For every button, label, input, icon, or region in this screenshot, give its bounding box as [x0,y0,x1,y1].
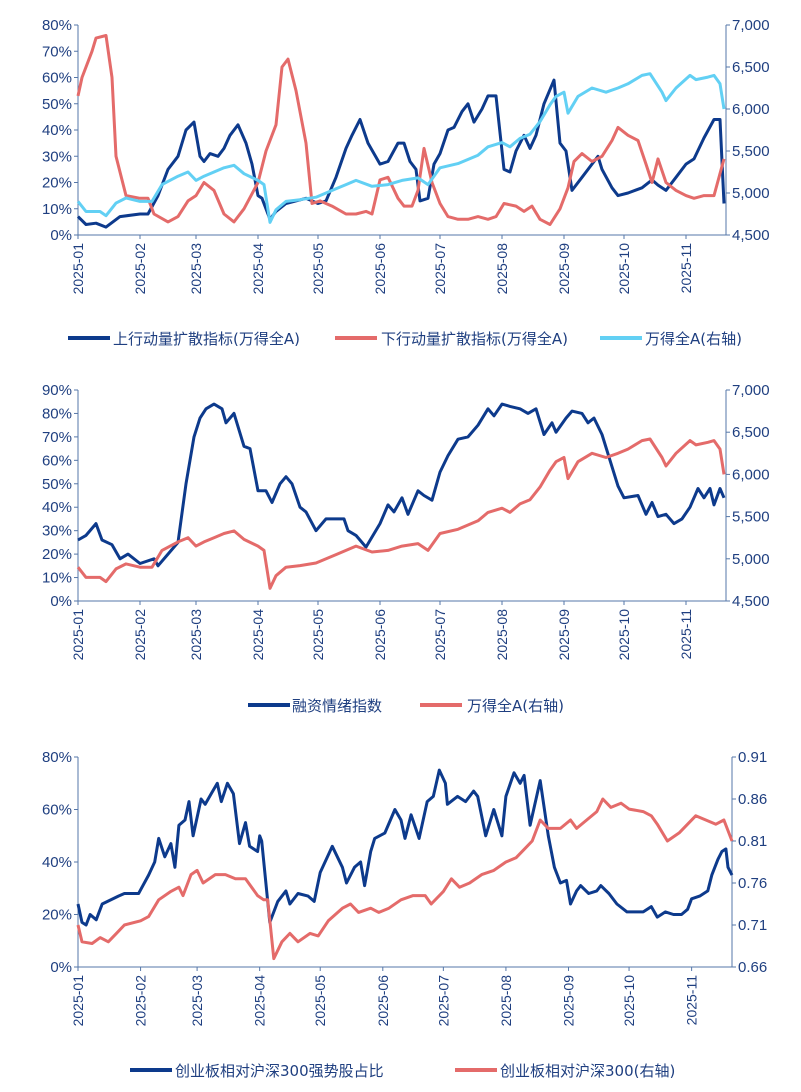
x-tick-label: 2025-05 [310,609,326,661]
x-tick-label: 2025-02 [132,609,148,661]
series-line-2 [76,437,726,590]
x-tick-label: 2025-03 [189,975,205,1027]
series-line-1 [76,78,726,229]
right-tick-label: 4,500 [732,227,770,244]
x-tick-label: 2025-08 [494,243,510,295]
left-tick-label: 0% [50,227,72,244]
right-tick-label: 5,000 [732,551,770,568]
x-tick-label: 2025-06 [375,975,391,1027]
x-tick-label: 2025-11 [678,609,694,660]
series-line-2 [76,797,734,961]
legend-label: 万得全A(右轴) [645,330,742,348]
x-tick-label: 2025-04 [252,975,268,1027]
left-tick-label: 70% [42,43,72,60]
x-tick-label: 2025-10 [616,609,632,661]
left-tick-label: 80% [42,17,72,34]
left-tick-label: 10% [42,201,72,218]
legend-label: 创业板相对沪深300强势股占比 [175,1062,384,1080]
right-tick-label: 0.86 [738,791,767,808]
chart-3: 0% 20% 40% 60% 80% 0.66 0.71 0.76 0.81 0.86 0.91 20… [42,749,767,1080]
right-tick-label: 6,500 [732,59,770,76]
x-tick-label: 2025-09 [561,975,577,1027]
left-tick-label: 60% [42,802,72,819]
right-tick-label: 5,000 [732,185,770,202]
x-tick-label: 2025-05 [312,975,328,1027]
series-line-1 [76,768,734,927]
x-tick-label: 2025-07 [435,975,451,1027]
x-tick-label: 2025-02 [132,243,148,295]
left-tick-label: 90% [42,382,72,399]
legend-label: 万得全A(右轴) [467,697,564,715]
x-tick-label: 2025-04 [250,243,266,295]
series-line-1 [77,402,726,568]
x-tick-label: 2025-03 [188,609,204,661]
x-tick-label: 2025-01 [70,975,86,1027]
left-tick-label: 60% [42,70,72,87]
x-tick-label: 2025-11 [678,243,694,294]
series-line-2 [76,34,726,226]
left-tick-label: 10% [42,570,72,587]
legend-label: 上行动量扩散指标(万得全A) [113,330,300,348]
right-tick-label: 7,000 [732,382,770,399]
right-tick-label: 6,000 [732,466,770,483]
right-tick-label: 4,500 [732,593,770,610]
x-tick-label: 2025-02 [133,975,149,1027]
x-tick-label: 2025-03 [188,243,204,295]
x-tick-label: 2025-01 [70,609,86,661]
x-tick-label: 2025-09 [556,243,572,295]
legend-label: 创业板相对沪深300(右轴) [500,1062,675,1080]
right-tick-label: 5,500 [732,509,770,526]
left-tick-label: 30% [42,523,72,540]
legend-label: 下行动量扩散指标(万得全A) [381,330,568,348]
left-tick-label: 60% [42,452,72,469]
right-tick-label: 6,500 [732,424,770,441]
x-tick-label: 2025-07 [432,243,448,295]
left-tick-label: 40% [42,122,72,139]
x-tick-label: 2025-10 [621,975,637,1027]
left-tick-label: 0% [50,593,72,610]
left-tick-label: 30% [42,148,72,165]
legend-label: 融资情绪指数 [292,697,382,715]
x-tick-label: 2025-04 [250,609,266,661]
left-tick-label: 50% [42,96,72,113]
right-tick-label: 6,000 [732,101,770,118]
right-tick-label: 0.91 [738,749,767,766]
x-tick-label: 2025-08 [498,975,514,1027]
x-tick-label: 2025-07 [432,609,448,661]
left-tick-label: 80% [42,749,72,766]
left-tick-label: 40% [42,499,72,516]
x-tick-label: 2025-10 [616,243,632,295]
left-tick-label: 40% [42,854,72,871]
right-tick-label: 0.66 [738,959,767,976]
left-tick-label: 80% [42,405,72,422]
left-tick-label: 20% [42,546,72,563]
chart-1: 0% 10% 20% 30% 40% 50% 60% 70% 80% 4,500 5,000 5,50… [42,17,770,348]
left-tick-label: 0% [50,959,72,976]
x-tick-label: 2025-06 [372,243,388,295]
left-tick-label: 20% [42,907,72,924]
right-tick-label: 0.81 [738,833,767,850]
left-tick-label: 70% [42,429,72,446]
x-tick-label: 2025-08 [494,609,510,661]
right-tick-label: 0.76 [738,875,767,892]
x-tick-label: 2025-09 [556,609,572,661]
right-tick-label: 5,500 [732,143,770,160]
series-line-3 [76,72,726,224]
x-tick-label: 2025-05 [310,243,326,295]
right-tick-label: 7,000 [732,17,770,34]
x-tick-label: 2025-01 [70,243,86,295]
left-tick-label: 50% [42,476,72,493]
right-tick-label: 0.71 [738,917,767,934]
x-tick-label: 2025-11 [684,975,700,1026]
x-tick-label: 2025-06 [372,609,388,661]
chart-2: 0% 10% 20% 30% 40% 50% 60% 70% 80% 90% 4,500 5,000 5… [42,382,770,715]
left-tick-label: 20% [42,175,72,192]
